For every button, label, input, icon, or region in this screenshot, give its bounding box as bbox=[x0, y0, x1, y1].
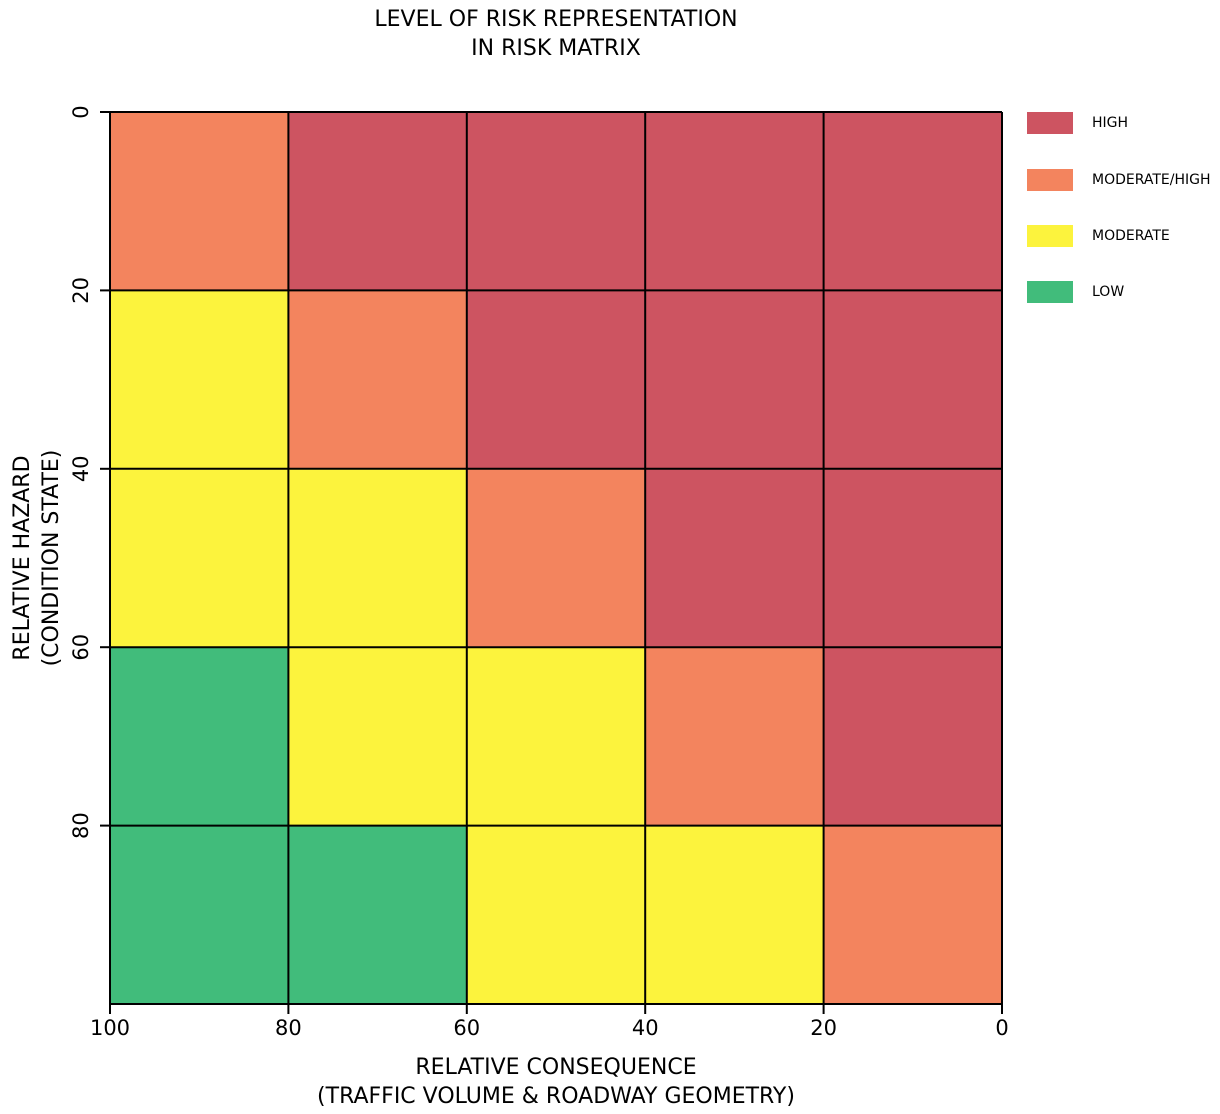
matrix-cell-r4-c4 bbox=[823, 825, 1002, 1004]
y-tick-label-3: 60 bbox=[69, 634, 93, 661]
legend-swatch-moderate bbox=[1027, 225, 1073, 247]
x-tick-label-3: 40 bbox=[632, 1016, 659, 1040]
matrix-cell-r3-c4 bbox=[823, 647, 1002, 826]
matrix-cell-r1-c3 bbox=[645, 290, 824, 469]
matrix-cell-r2-c4 bbox=[823, 468, 1002, 648]
y-tick-label-2: 40 bbox=[69, 455, 93, 482]
y-axis-label-line-2: (CONDITION STATE) bbox=[39, 449, 64, 667]
y-axis-label: RELATIVE HAZARD (CONDITION STATE) bbox=[8, 258, 66, 858]
x-tick-label-0: 100 bbox=[90, 1016, 130, 1040]
matrix-cell-r4-c1 bbox=[288, 825, 467, 1004]
matrix-cell-r0-c0 bbox=[110, 112, 289, 291]
matrix-cell-r4-c0 bbox=[110, 825, 289, 1004]
matrix-cell-r1-c4 bbox=[823, 290, 1002, 469]
matrix-cell-r3-c2 bbox=[466, 647, 646, 826]
legend-label-low: LOW bbox=[1092, 284, 1125, 300]
legend-item-low: LOW bbox=[1027, 281, 1217, 303]
matrix-cell-r0-c2 bbox=[466, 112, 646, 291]
matrix-cell-r1-c1 bbox=[288, 290, 467, 469]
chart-title-line-1: LEVEL OF RISK REPRESENTATION bbox=[374, 7, 738, 32]
matrix-cell-r1-c2 bbox=[466, 290, 646, 469]
y-tick-label-1: 20 bbox=[69, 277, 93, 304]
y-axis-label-line-1: RELATIVE HAZARD bbox=[10, 455, 35, 661]
x-tick-label-2: 60 bbox=[453, 1016, 480, 1040]
x-axis-label-line-2: (TRAFFIC VOLUME & ROADWAY GEOMETRY) bbox=[317, 1084, 795, 1109]
x-axis-label: RELATIVE CONSEQUENCE (TRAFFIC VOLUME & R… bbox=[256, 1053, 856, 1111]
legend-label-high: HIGH bbox=[1092, 115, 1129, 131]
x-axis-label-line-1: RELATIVE CONSEQUENCE bbox=[415, 1055, 697, 1080]
matrix-cell-r2-c3 bbox=[645, 468, 824, 648]
legend-swatch-high bbox=[1027, 112, 1073, 134]
legend-item-moderate: MODERATE bbox=[1027, 225, 1217, 247]
matrix-cell-r2-c2 bbox=[466, 468, 646, 648]
chart-title: LEVEL OF RISK REPRESENTATION IN RISK MAT… bbox=[306, 5, 806, 63]
matrix-cell-r2-c0 bbox=[110, 468, 289, 648]
matrix-cell-r0-c1 bbox=[288, 112, 467, 291]
matrix-cell-r2-c1 bbox=[288, 468, 467, 648]
matrix-cell-r4-c3 bbox=[645, 825, 824, 1004]
legend-label-moderate: MODERATE bbox=[1092, 228, 1170, 244]
matrix-cell-r1-c0 bbox=[110, 290, 289, 469]
legend-swatch-low bbox=[1027, 281, 1073, 303]
legend-item-moderate-high: MODERATE/HIGH bbox=[1027, 169, 1217, 191]
y-tick-label-0: 0 bbox=[69, 105, 93, 118]
matrix-cell-r0-c3 bbox=[645, 112, 824, 291]
chart-title-line-2: IN RISK MATRIX bbox=[471, 36, 641, 61]
legend-swatch-moderate-high bbox=[1027, 169, 1073, 191]
x-tick-label-1: 80 bbox=[275, 1016, 302, 1040]
matrix-cell-r0-c4 bbox=[823, 112, 1002, 291]
matrix-cell-r4-c2 bbox=[466, 825, 646, 1004]
y-tick-label-4: 80 bbox=[69, 812, 93, 839]
legend-item-high: HIGH bbox=[1027, 112, 1217, 134]
matrix-cell-r3-c0 bbox=[110, 647, 289, 826]
x-tick-label-5: 0 bbox=[995, 1016, 1008, 1040]
matrix-cell-r3-c1 bbox=[288, 647, 467, 826]
legend-label-moderate-high: MODERATE/HIGH bbox=[1092, 172, 1211, 188]
x-tick-label-4: 20 bbox=[810, 1016, 837, 1040]
matrix-cell-r3-c3 bbox=[645, 647, 824, 826]
